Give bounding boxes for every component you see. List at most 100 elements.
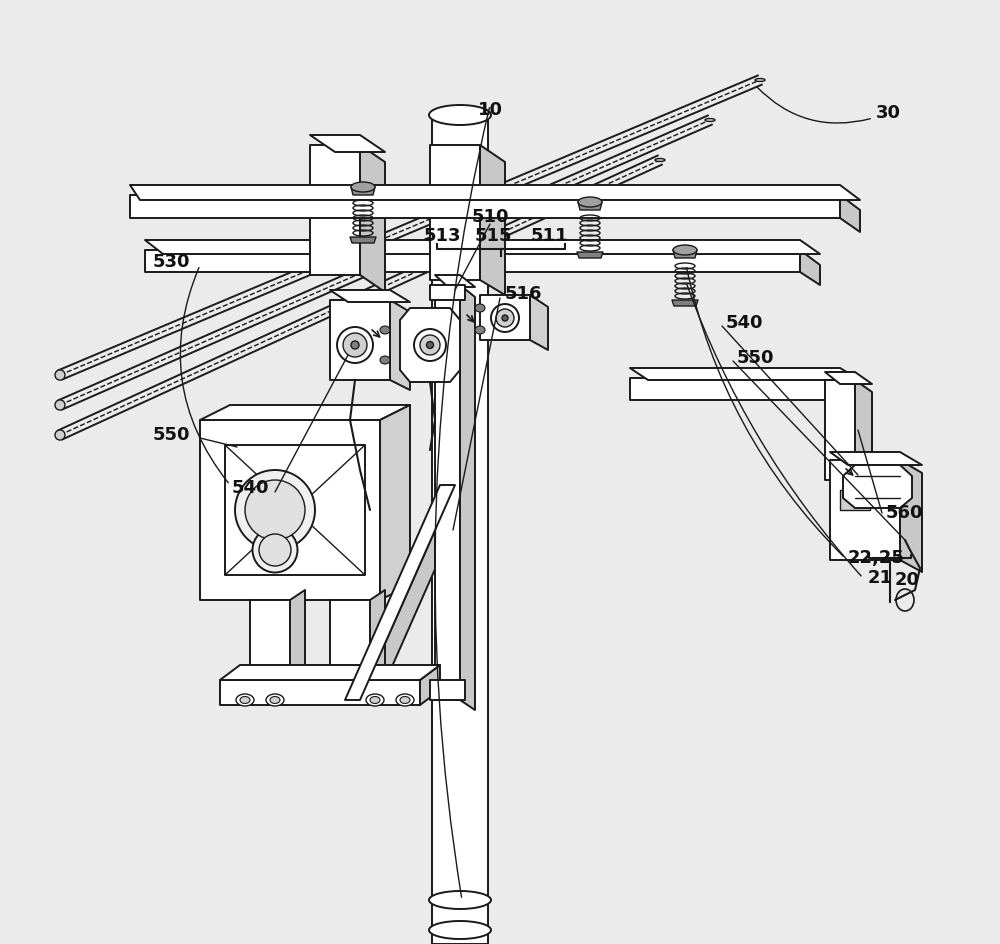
Polygon shape [672,300,698,306]
Ellipse shape [55,400,65,410]
Polygon shape [630,368,860,380]
Polygon shape [673,250,697,258]
Ellipse shape [351,341,359,349]
Ellipse shape [475,326,485,334]
Ellipse shape [259,534,291,566]
Polygon shape [420,665,440,705]
Ellipse shape [370,697,380,703]
Polygon shape [630,378,840,400]
Ellipse shape [55,370,65,380]
Ellipse shape [491,304,519,332]
Polygon shape [130,185,860,200]
Polygon shape [430,145,480,280]
Ellipse shape [235,470,315,550]
Polygon shape [577,252,603,258]
Text: 511: 511 [530,227,568,245]
Polygon shape [345,485,455,700]
Polygon shape [840,195,860,232]
Polygon shape [290,590,305,685]
Ellipse shape [337,327,373,363]
Polygon shape [390,300,410,390]
Polygon shape [200,405,410,420]
Polygon shape [830,460,900,560]
Polygon shape [220,680,420,705]
Text: 510: 510 [471,208,509,226]
Text: 560: 560 [886,504,924,522]
Ellipse shape [414,329,446,361]
Ellipse shape [502,315,508,321]
Text: 516: 516 [505,285,542,303]
Ellipse shape [496,309,514,327]
Polygon shape [530,295,548,350]
Polygon shape [370,590,385,685]
Text: 22,25: 22,25 [848,549,905,567]
Polygon shape [360,145,385,292]
Ellipse shape [252,528,298,572]
Ellipse shape [755,78,765,81]
Polygon shape [825,380,855,480]
Polygon shape [250,600,290,685]
Text: 20: 20 [895,571,920,589]
Polygon shape [840,490,870,510]
Polygon shape [310,135,385,152]
Ellipse shape [420,335,440,355]
Polygon shape [430,680,465,700]
Text: 540: 540 [232,479,270,497]
Text: 21: 21 [868,569,893,587]
Text: 515: 515 [474,227,512,245]
Polygon shape [360,485,470,705]
Polygon shape [220,665,440,680]
Text: 30: 30 [876,104,901,122]
Polygon shape [830,452,922,465]
Ellipse shape [429,891,491,909]
Polygon shape [474,120,488,944]
Ellipse shape [343,333,367,357]
Polygon shape [200,420,380,600]
Ellipse shape [351,182,375,192]
Ellipse shape [245,480,305,540]
Ellipse shape [673,245,697,255]
Ellipse shape [380,356,390,364]
Ellipse shape [429,921,491,939]
Ellipse shape [266,694,284,706]
Polygon shape [480,145,505,295]
Ellipse shape [655,159,665,161]
Ellipse shape [396,694,414,706]
Ellipse shape [578,197,602,207]
Polygon shape [330,290,410,302]
Text: 550: 550 [153,426,190,444]
Polygon shape [432,120,488,944]
Ellipse shape [400,697,410,703]
Polygon shape [843,465,912,508]
Polygon shape [145,240,820,254]
Ellipse shape [429,105,491,125]
Ellipse shape [270,697,280,703]
Polygon shape [435,275,475,287]
Ellipse shape [475,304,485,312]
Ellipse shape [366,694,384,706]
Polygon shape [310,145,360,275]
Polygon shape [800,250,820,285]
Polygon shape [351,187,375,195]
Polygon shape [400,308,460,382]
Polygon shape [330,300,390,380]
Text: 540: 540 [726,314,764,332]
Polygon shape [480,295,530,340]
Polygon shape [855,380,872,490]
Polygon shape [350,237,376,243]
Ellipse shape [380,326,390,334]
Ellipse shape [426,342,434,348]
Ellipse shape [55,430,65,440]
Polygon shape [145,250,800,272]
Ellipse shape [240,697,250,703]
Text: 530: 530 [153,253,190,271]
Text: 550: 550 [737,349,774,367]
Polygon shape [330,600,370,685]
Text: 513: 513 [423,227,461,245]
Polygon shape [900,460,922,572]
Ellipse shape [705,119,715,122]
Ellipse shape [236,694,254,706]
Polygon shape [430,285,465,300]
Text: 10: 10 [478,101,503,119]
Polygon shape [380,405,410,600]
